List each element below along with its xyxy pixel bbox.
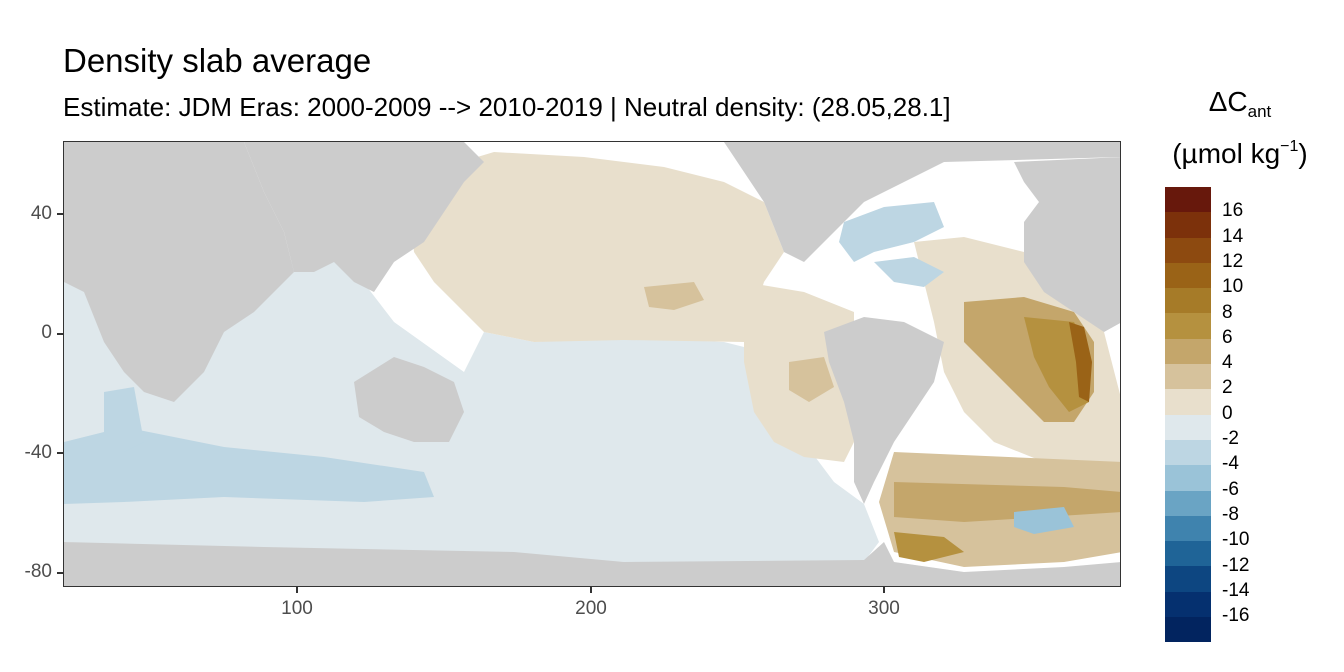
- legend-symbol: ΔC: [1208, 86, 1248, 117]
- legend-swatch: [1165, 338, 1211, 365]
- legend-title: ΔCant: [1150, 86, 1330, 122]
- legend-unit-suffix: ): [1298, 138, 1308, 169]
- legend-label: 10: [1222, 276, 1244, 298]
- legend-label: -6: [1222, 478, 1239, 500]
- legend-label: -14: [1222, 579, 1250, 601]
- legend-swatch: [1165, 414, 1211, 440]
- legend-label: 14: [1222, 225, 1244, 247]
- x-tick-label: 300: [868, 598, 900, 619]
- ocean-field-layer: [64, 152, 1120, 567]
- legend-swatch: [1165, 490, 1211, 516]
- legend-label: -16: [1222, 605, 1250, 627]
- legend-swatch: [1165, 187, 1211, 213]
- y-tick-mark: [57, 333, 63, 335]
- legend-swatch: [1165, 237, 1211, 263]
- field-dark-brown-coast: [1069, 322, 1092, 402]
- legend-label: -10: [1222, 529, 1250, 551]
- legend-swatch: [1165, 541, 1211, 567]
- legend-colorbar: [1165, 187, 1211, 643]
- land-eurasia: [244, 142, 484, 292]
- legend-label: 4: [1222, 352, 1233, 374]
- legend-swatch: [1165, 212, 1211, 238]
- y-tick-label: 0: [41, 322, 52, 343]
- land-south-america: [824, 317, 944, 504]
- x-tick-mark: [590, 587, 592, 593]
- x-tick-label: 100: [281, 598, 313, 619]
- field-blue-north-atlantic-2: [874, 257, 944, 287]
- chart-title: Density slab average: [63, 42, 372, 79]
- legend-swatch: [1165, 262, 1211, 289]
- legend-unit-sup: −1: [1280, 138, 1299, 155]
- legend-swatch: [1165, 313, 1211, 339]
- land-australia: [354, 357, 464, 442]
- x-tick-mark: [296, 587, 298, 593]
- x-tick-label: 200: [575, 598, 607, 619]
- legend-swatch: [1165, 389, 1211, 415]
- field-south-atlantic-blue: [1014, 507, 1074, 534]
- field-tan-patch-2: [789, 357, 834, 402]
- field-south-atlantic-dark: [894, 532, 964, 562]
- legend-label: 6: [1222, 326, 1233, 348]
- field-tan-patch-1: [644, 282, 704, 310]
- y-tick-label: -80: [24, 561, 52, 582]
- land-europe: [1014, 157, 1120, 332]
- legend-swatch: [1165, 465, 1211, 491]
- map-canvas: [64, 142, 1120, 586]
- y-tick-mark: [57, 452, 63, 454]
- land-africa: [64, 142, 294, 402]
- legend-label: 2: [1222, 377, 1233, 399]
- legend-swatch: [1165, 439, 1211, 466]
- y-tick-mark: [57, 213, 63, 215]
- legend-swatch: [1165, 288, 1211, 314]
- field-blue-southern-indian: [64, 427, 434, 504]
- map-panel: [63, 141, 1121, 587]
- legend-label: -8: [1222, 503, 1239, 525]
- land-greenland: [1064, 142, 1120, 154]
- legend-swatch: [1165, 591, 1211, 618]
- legend-subscript: ant: [1247, 102, 1272, 121]
- legend-swatch: [1165, 617, 1211, 643]
- field-blue-indian-west: [104, 387, 144, 452]
- y-tick-label: -40: [24, 442, 52, 463]
- legend-label: 0: [1222, 402, 1233, 424]
- legend-label: 12: [1222, 250, 1244, 272]
- land-north-america: [724, 142, 1120, 262]
- x-tick-mark: [883, 587, 885, 593]
- legend-label: 16: [1222, 200, 1244, 222]
- land-layer: [64, 142, 1120, 586]
- land-antarctica: [64, 542, 1120, 586]
- legend-unit-prefix: (µmol kg: [1172, 138, 1281, 169]
- chart-subtitle: Estimate: JDM Eras: 2000-2009 --> 2010-2…: [63, 92, 951, 122]
- legend-swatch: [1165, 515, 1211, 542]
- legend-label: -12: [1222, 554, 1250, 576]
- legend-label: -4: [1222, 453, 1239, 475]
- legend-swatch: [1165, 364, 1211, 390]
- y-tick-mark: [57, 572, 63, 574]
- field-blue-north-atlantic: [839, 202, 944, 262]
- legend-swatch: [1165, 566, 1211, 592]
- legend-label: -2: [1222, 428, 1239, 449]
- y-tick-label: 40: [30, 203, 52, 224]
- legend-label: 8: [1222, 301, 1233, 323]
- legend-unit: (µmol kg−1): [1150, 138, 1330, 170]
